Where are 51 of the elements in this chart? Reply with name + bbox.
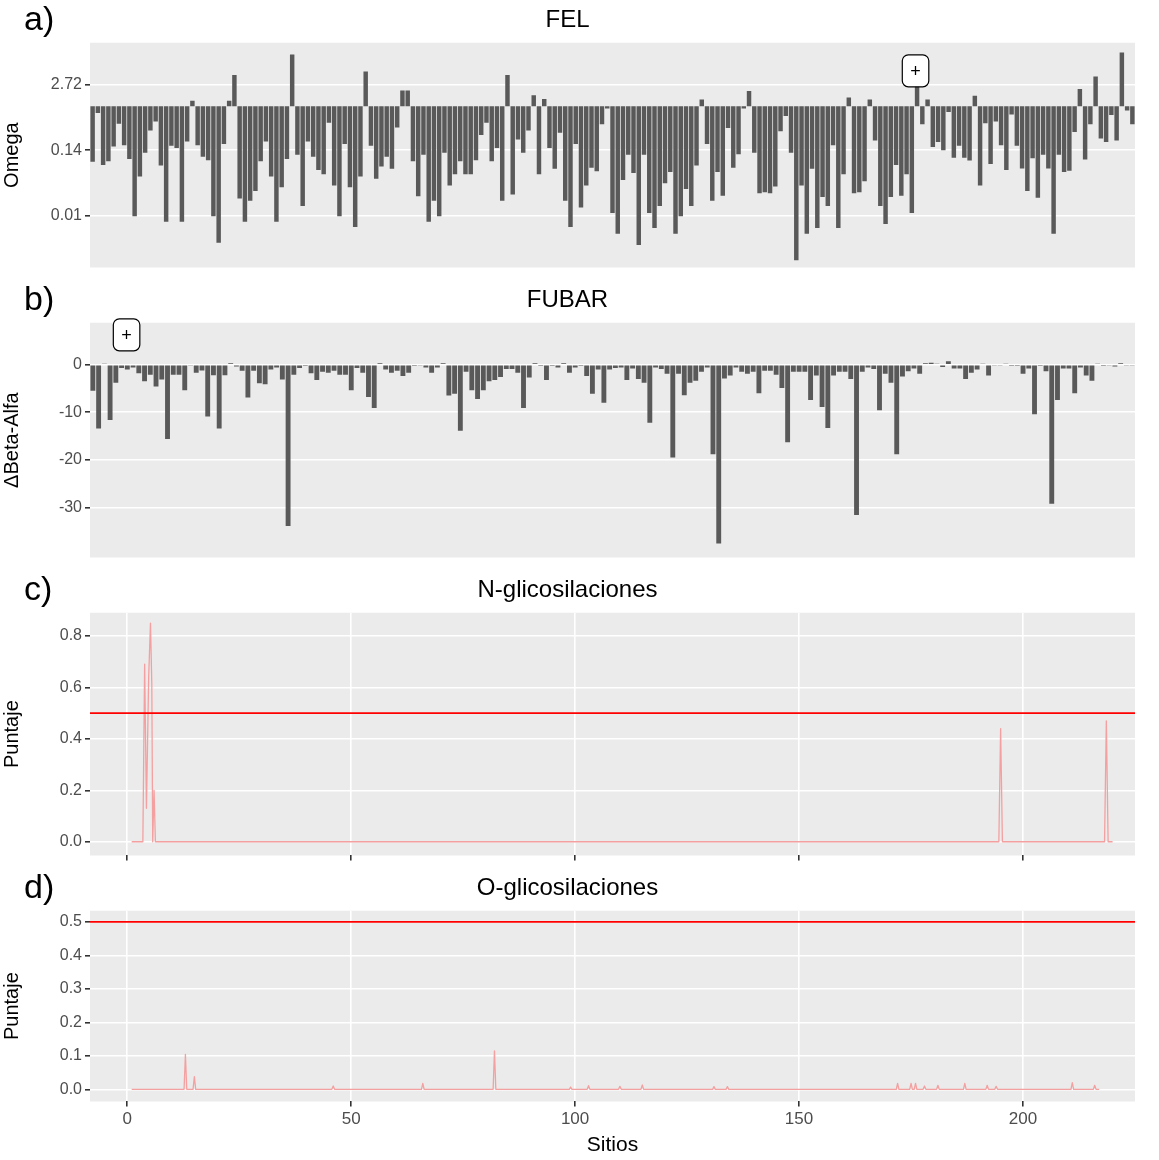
bar bbox=[531, 95, 536, 107]
y-axis-title: Omega bbox=[0, 121, 22, 188]
text: b) bbox=[24, 279, 55, 318]
y-tick-label: 0.6 bbox=[59, 677, 83, 695]
bar bbox=[578, 106, 584, 208]
x-tick-label: 150 bbox=[784, 1109, 814, 1129]
text: c) bbox=[24, 569, 53, 608]
bar bbox=[190, 100, 195, 107]
y-tick-label: 0 bbox=[73, 355, 83, 373]
y-axis-title: Puntaje bbox=[0, 700, 22, 769]
bar bbox=[920, 106, 925, 125]
y-tick-label: -30 bbox=[58, 497, 83, 515]
y-tick-label: 0.5 bbox=[59, 912, 83, 930]
bar bbox=[1098, 106, 1104, 139]
chart-title: FEL bbox=[545, 5, 590, 33]
chart-title: O-glicosilaciones bbox=[476, 873, 659, 901]
y-tick-label: 0.14 bbox=[50, 140, 83, 158]
y-tick-label: 0.0 bbox=[59, 1079, 83, 1097]
annotation: + bbox=[910, 60, 921, 81]
bar bbox=[1093, 76, 1098, 107]
y-tick-label: -20 bbox=[58, 450, 83, 468]
text: d) bbox=[24, 867, 55, 906]
bar bbox=[363, 71, 368, 107]
x-tick-label: 200 bbox=[1008, 1109, 1038, 1129]
x-tick-label: 50 bbox=[341, 1109, 361, 1129]
bar bbox=[925, 99, 930, 107]
chart-title: N-glicosilaciones bbox=[477, 575, 658, 603]
bar bbox=[289, 54, 295, 107]
x-tick-label: 0 bbox=[122, 1109, 132, 1129]
y-tick-label: 0.1 bbox=[59, 1046, 83, 1064]
y-tick-label: 0.2 bbox=[59, 1012, 83, 1030]
annotation: + bbox=[121, 324, 132, 345]
chart-title: FUBAR bbox=[526, 285, 609, 313]
x-tick-label: 100 bbox=[560, 1109, 590, 1129]
text: a) bbox=[24, 0, 55, 38]
y-tick-label: 0.2 bbox=[59, 780, 83, 798]
y-axis-title: Puntaje bbox=[0, 972, 22, 1041]
y-tick-label: 0.4 bbox=[59, 945, 83, 963]
y-tick-label: 0.8 bbox=[59, 626, 83, 644]
y-tick-label: 2.72 bbox=[50, 74, 83, 92]
y-axis-title: ΔBeta-Alfa bbox=[0, 391, 22, 488]
y-tick-label: 0.3 bbox=[59, 979, 83, 997]
x-axis-title: Sitios bbox=[586, 1132, 639, 1156]
bar bbox=[505, 75, 510, 107]
bar bbox=[499, 106, 505, 201]
y-tick-label: 0.0 bbox=[59, 832, 83, 850]
y-tick-label: 0.01 bbox=[50, 206, 83, 224]
y-tick-label: -10 bbox=[58, 402, 83, 420]
bar bbox=[1119, 52, 1125, 107]
bar bbox=[930, 106, 936, 148]
y-tick-label: 0.4 bbox=[59, 729, 83, 747]
